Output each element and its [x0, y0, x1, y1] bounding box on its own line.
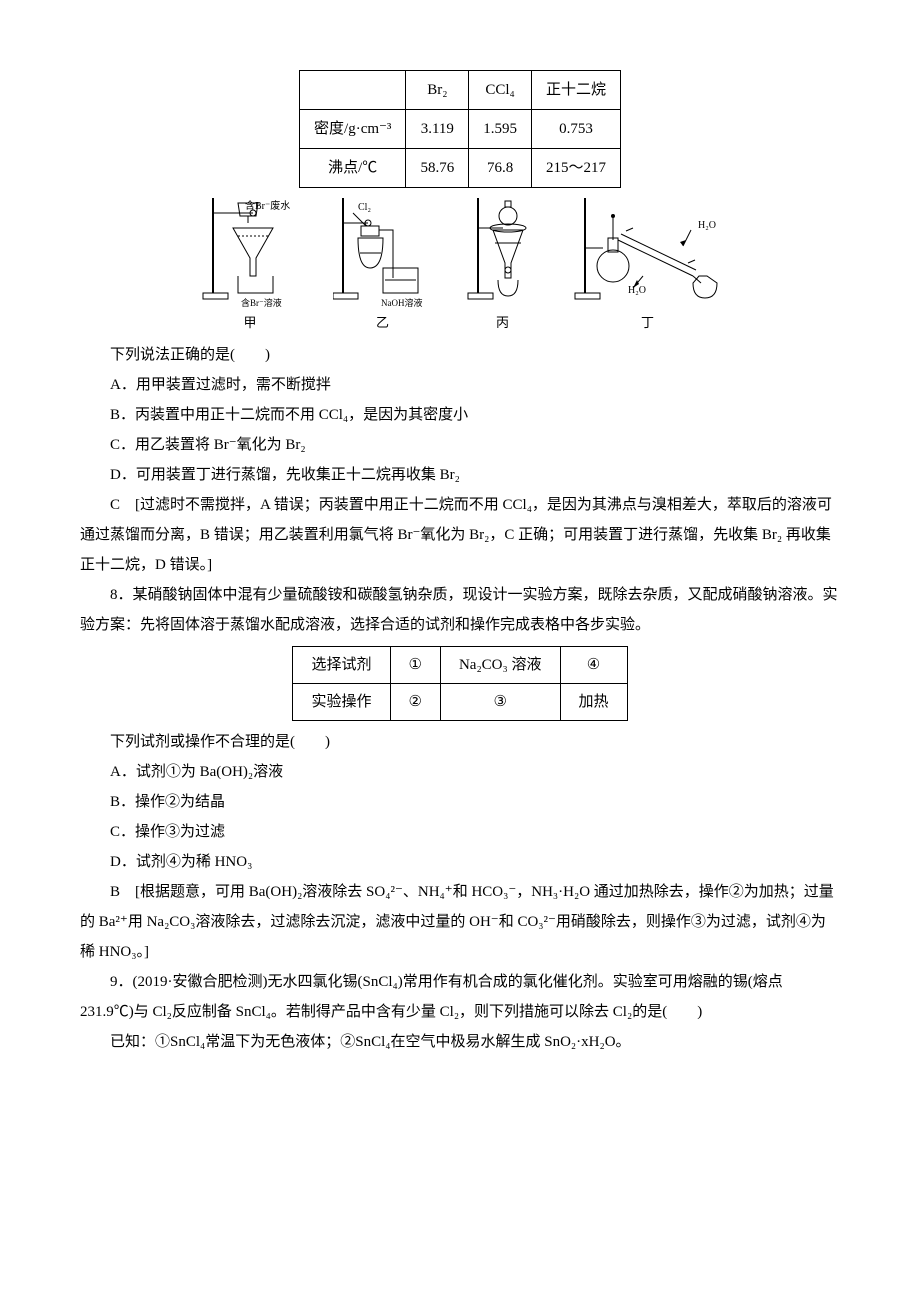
filter-icon: 含Br⁻废水 含Br⁻溶液	[198, 198, 303, 308]
q7-opt-a: A．用甲装置过滤时，需不断搅拌	[80, 370, 840, 400]
extraction-icon	[463, 198, 543, 308]
apparatus-ding: H₂O H₂O 丁	[573, 198, 723, 336]
rt-r2c0: 实验操作	[293, 684, 390, 721]
jia-caption: 甲	[198, 310, 303, 336]
oxidation-icon: Cl₂ NaOH溶液	[333, 198, 433, 308]
yi-label-naoh: NaOH溶液	[381, 297, 423, 308]
rt-r1c3: ④	[560, 647, 627, 684]
q9-stem: 9．(2019·安徽合肥检测)无水四氯化锡(SnCl₄)常用作有机合成的氯化催化…	[80, 967, 840, 1027]
ding-h2o-in: H₂O	[698, 220, 716, 231]
q7-ans-text: [过滤时不需搅拌，A 错误；丙装置中用正十二烷而不用 CCl₄，是因为其沸点与溴…	[80, 497, 832, 573]
q7-lead: 下列说法正确的是( )	[80, 340, 840, 370]
apparatus-jia: 含Br⁻废水 含Br⁻溶液 甲	[198, 198, 303, 336]
apparatus-figure: 含Br⁻废水 含Br⁻溶液 甲 Cl₂	[80, 198, 840, 336]
q8-opt-d: D．试剂④为稀 HNO₃	[80, 847, 840, 877]
rt-r2c1: ②	[390, 684, 440, 721]
t1-r1c1: 3.119	[406, 110, 469, 149]
q8-stem: 8．某硝酸钠固体中混有少量硫酸铵和碳酸氢钠杂质，现设计一实验方案，既除去杂质，又…	[80, 580, 840, 640]
t1-h2: CCl₄	[469, 71, 532, 110]
q8-answer: B [根据题意，可用 Ba(OH)₂溶液除去 SO₄²⁻、NH₄⁺和 HCO₃⁻…	[80, 877, 840, 967]
q8-opt-b: B．操作②为结晶	[80, 787, 840, 817]
yi-label-cl2: Cl₂	[358, 202, 371, 213]
q7-ans-label: C	[110, 497, 120, 513]
yi-caption: 乙	[333, 310, 433, 336]
q8-opt-a: A．试剂①为 Ba(OH)₂溶液	[80, 757, 840, 787]
t1-r2c0: 沸点/℃	[300, 149, 406, 188]
t1-h1: Br₂	[406, 71, 469, 110]
apparatus-yi: Cl₂ NaOH溶液 乙	[333, 198, 433, 336]
t1-r1c2: 1.595	[469, 110, 532, 149]
ding-h2o-out: H₂O	[628, 285, 646, 296]
t1-r1c3: 0.753	[531, 110, 620, 149]
bing-caption: 丙	[463, 310, 543, 336]
distillation-icon: H₂O H₂O	[573, 198, 723, 308]
q7-opt-d: D．可用装置丁进行蒸馏，先收集正十二烷再收集 Br₂	[80, 460, 840, 490]
q8-lead: 下列试剂或操作不合理的是( )	[80, 727, 840, 757]
ding-caption: 丁	[573, 310, 723, 336]
q9-known: 已知：①SnCl₄常温下为无色液体；②SnCl₄在空气中极易水解生成 SnO₂·…	[80, 1027, 840, 1057]
properties-table: Br₂ CCl₄ 正十二烷 密度/g·cm⁻³ 3.119 1.595 0.75…	[299, 70, 621, 188]
q7-opt-b: B．丙装置中用正十二烷而不用 CCl₄，是因为其密度小	[80, 400, 840, 430]
q7-opt-c: C．用乙装置将 Br⁻氧化为 Br₂	[80, 430, 840, 460]
rt-r1c1: ①	[390, 647, 440, 684]
q8-ans-label: B	[110, 884, 120, 900]
rt-r2c2: ③	[440, 684, 560, 721]
q8-opt-c: C．操作③为过滤	[80, 817, 840, 847]
t1-r2c2: 76.8	[469, 149, 532, 188]
q8-ans-text: [根据题意，可用 Ba(OH)₂溶液除去 SO₄²⁻、NH₄⁺和 HCO₃⁻，N…	[80, 884, 834, 960]
reagent-table: 选择试剂 ① Na₂CO₃ 溶液 ④ 实验操作 ② ③ 加热	[292, 646, 627, 721]
rt-r1c2: Na₂CO₃ 溶液	[440, 647, 560, 684]
t1-r2c1: 58.76	[406, 149, 469, 188]
jia-label-bottom: 含Br⁻溶液	[241, 297, 282, 308]
apparatus-bing: 丙	[463, 198, 543, 336]
t1-h3: 正十二烷	[531, 71, 620, 110]
t1-r2c3: 215～217	[531, 149, 620, 188]
t1-h0	[300, 71, 406, 110]
q7-answer: C [过滤时不需搅拌，A 错误；丙装置中用正十二烷而不用 CCl₄，是因为其沸点…	[80, 490, 840, 580]
rt-r1c0: 选择试剂	[293, 647, 390, 684]
rt-r2c3: 加热	[560, 684, 627, 721]
t1-r1c0: 密度/g·cm⁻³	[300, 110, 406, 149]
